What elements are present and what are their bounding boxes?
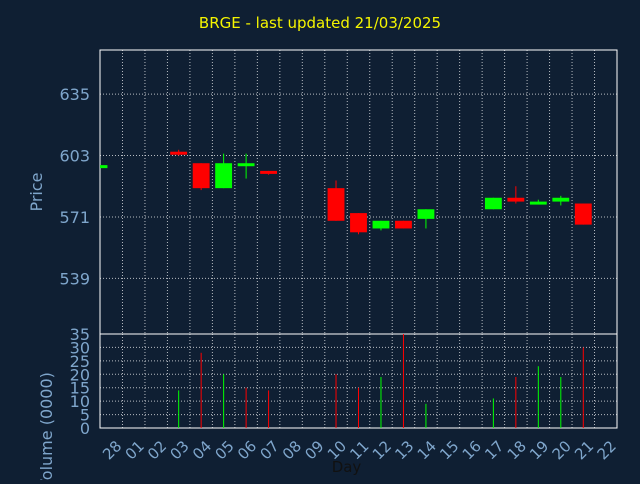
volume-axis-title: Volume (0000) <box>37 372 56 480</box>
price-tick-label: 603 <box>59 147 90 166</box>
volume-tick-label: 15 <box>70 379 90 398</box>
candle-body <box>484 197 502 210</box>
candle-body <box>215 163 233 189</box>
volume-tick-label: 5 <box>80 406 90 425</box>
candle-body <box>100 165 108 169</box>
candle-body <box>395 220 412 229</box>
volume-tick-label: 35 <box>70 325 90 344</box>
candle-body <box>552 197 570 202</box>
candle-body <box>507 197 525 202</box>
price-axis-title: Price <box>27 172 46 211</box>
candle-body <box>192 163 210 189</box>
candle-body <box>417 209 435 219</box>
candle-body <box>260 170 278 174</box>
candle-body <box>574 203 592 225</box>
volume-tick-label: 30 <box>70 338 90 357</box>
volume-tick-label: 25 <box>70 352 90 371</box>
candle-body <box>529 201 547 205</box>
volume-tick-label: 10 <box>70 392 90 411</box>
price-tick-label: 571 <box>59 208 90 227</box>
chart-title: BRGE - last updated 21/03/2025 <box>198 14 442 32</box>
price-tick-label: 539 <box>59 269 90 288</box>
volume-tick-label: 20 <box>70 365 90 384</box>
price-tick-label: 635 <box>59 85 90 104</box>
candle-body <box>327 188 345 221</box>
candle-body <box>237 163 255 167</box>
volume-tick-label: 0 <box>80 419 90 438</box>
candle-body <box>350 213 367 233</box>
price-panel-frame <box>99 49 618 335</box>
candle-body <box>170 151 188 155</box>
x-tick-label: 22 <box>594 437 620 463</box>
candle-body <box>372 220 390 229</box>
x-axis-title: Day <box>332 458 362 476</box>
